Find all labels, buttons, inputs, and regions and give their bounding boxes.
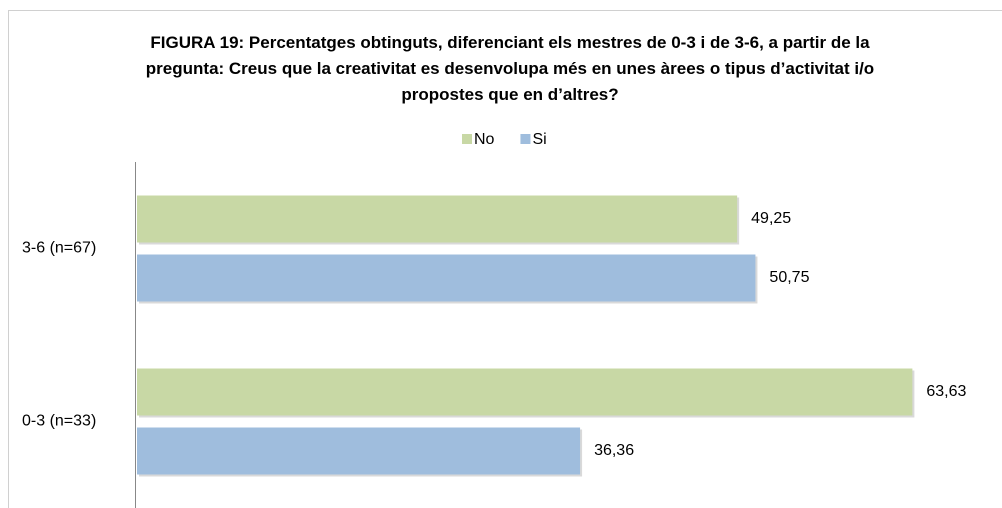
legend-label: No — [474, 131, 495, 148]
data-label: 63,63 — [926, 383, 966, 400]
data-label: 50,75 — [769, 269, 809, 286]
bar — [137, 427, 581, 475]
y-tick-label: 0-3 (n=33) — [22, 413, 96, 430]
legend-swatch — [520, 134, 531, 144]
data-label: 49,25 — [751, 210, 791, 227]
chart-frame — [8, 10, 1002, 508]
bar — [137, 254, 756, 302]
bar — [137, 368, 913, 416]
legend-label: Si — [532, 131, 546, 148]
y-tick-label: 3-6 (n=67) — [22, 240, 96, 257]
chart-title: FIGURA 19: Percentatges obtinguts, difer… — [145, 33, 875, 104]
legend-swatch — [462, 134, 472, 144]
bar — [137, 195, 738, 243]
data-label: 36,36 — [594, 442, 634, 459]
